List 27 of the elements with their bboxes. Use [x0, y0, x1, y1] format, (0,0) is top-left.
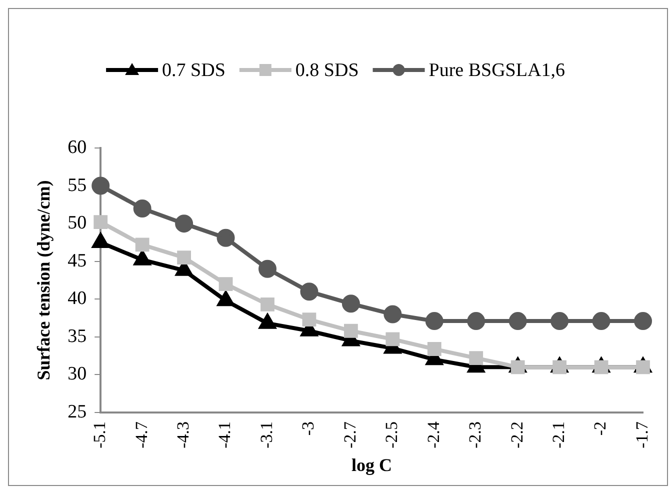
- x-tick-label: -1.7: [632, 421, 652, 448]
- y-tick-label: 35: [68, 326, 87, 347]
- y-tick-label: 25: [68, 401, 87, 422]
- y-tick-label: 55: [68, 174, 87, 196]
- x-tick-label: -3: [298, 421, 318, 436]
- y-tick-label: 40: [68, 288, 87, 310]
- x-axis-title: log C: [352, 454, 392, 475]
- x-tick-label: -2.5: [382, 421, 402, 448]
- legend-label: Pure BSGSLA1,6: [428, 60, 565, 81]
- legend-label: 0.8 SDS: [295, 60, 359, 81]
- x-tick-label: -4.3: [174, 421, 193, 448]
- y-tick-label: 60: [68, 136, 87, 158]
- x-tick-label: -2.3: [466, 421, 485, 448]
- y-tick-label: 30: [68, 364, 87, 385]
- y-tick-label: 50: [68, 212, 87, 234]
- x-tick-label: -2.7: [340, 421, 360, 448]
- legend-label: 0.7 SDS: [162, 60, 226, 81]
- y-tick-label: 45: [68, 250, 87, 272]
- x-tick-label: -2: [590, 421, 610, 436]
- x-tick-label: -5.1: [90, 421, 110, 448]
- x-tick-label: -2.1: [549, 421, 568, 448]
- y-axis-title: Surface tension (dyne/cm): [33, 180, 54, 380]
- x-tick-label: -4.7: [132, 421, 151, 448]
- x-tick-label: -4.1: [215, 421, 234, 448]
- x-tick-label: -2.2: [507, 421, 526, 448]
- x-tick-label: -2.4: [424, 421, 443, 448]
- x-tick-label: -3.1: [256, 421, 276, 448]
